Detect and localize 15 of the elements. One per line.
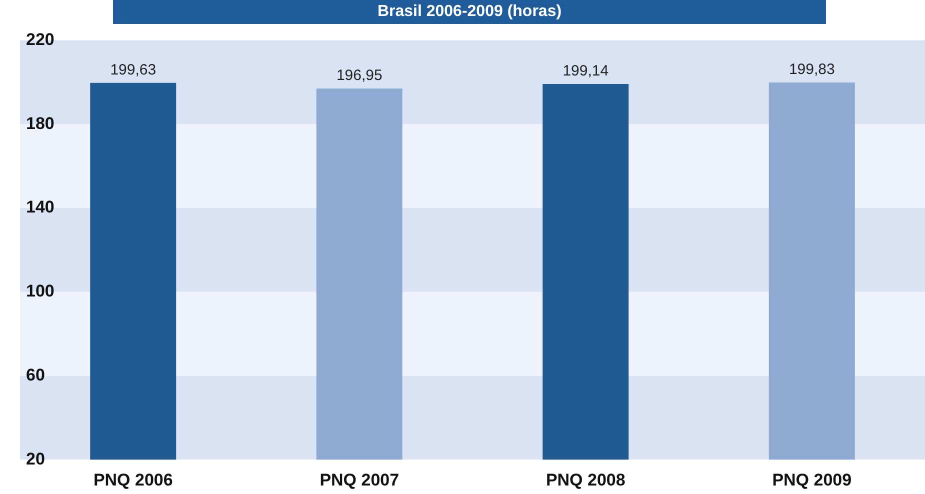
x-tick-label: PNQ 2008 xyxy=(546,470,626,490)
y-tick-label: 220 xyxy=(26,30,54,49)
x-tick-label: PNQ 2007 xyxy=(320,470,400,490)
x-tick-label: PNQ 2006 xyxy=(93,470,173,490)
x-tick-label: PNQ 2009 xyxy=(772,470,852,490)
y-tick-label: 100 xyxy=(26,282,54,301)
data-label: 199,83 xyxy=(788,61,835,78)
title-banner: Brasil 2006-2009 (horas) xyxy=(113,0,826,24)
y-tick-label: 140 xyxy=(26,198,54,217)
data-label: 199,63 xyxy=(110,62,156,79)
y-tick-label: 20 xyxy=(26,449,45,468)
y-tick-label: 60 xyxy=(26,365,45,384)
data-label: 196,95 xyxy=(336,67,382,84)
y-tick-label: 180 xyxy=(26,114,54,133)
data-label: 199,14 xyxy=(562,62,609,80)
